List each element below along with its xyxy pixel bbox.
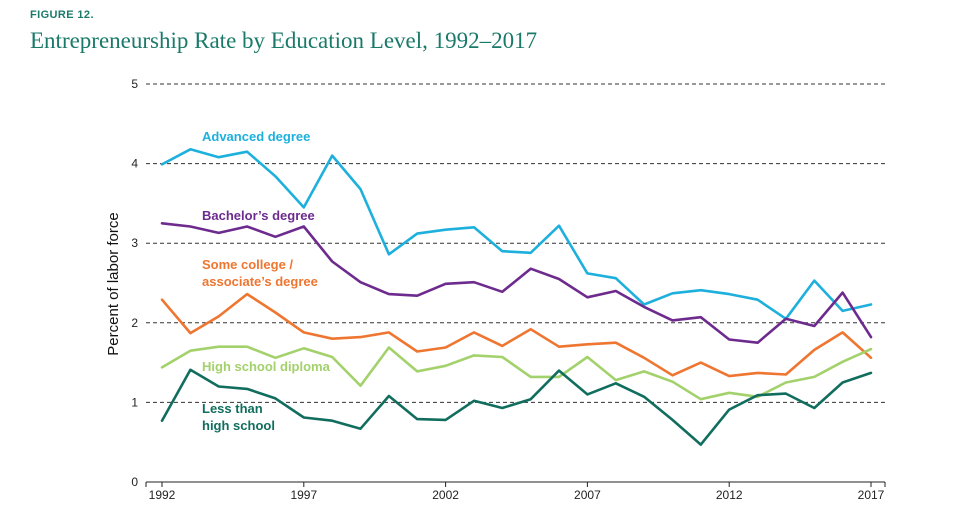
x-tick-label: 2002: [432, 488, 459, 502]
y-tick-label: 1: [131, 395, 138, 409]
y-tick-label: 2: [131, 316, 138, 330]
y-tick-label: 4: [131, 157, 138, 171]
x-tick-label: 2007: [574, 488, 601, 502]
series-label: Advanced degree: [202, 129, 310, 144]
axes: [145, 481, 886, 487]
y-tick-labels: 0 1 2 3 4 5: [131, 77, 138, 489]
x-tick-label: 2012: [716, 488, 743, 502]
y-tick-label: 0: [131, 475, 138, 489]
series-label: Some college /: [202, 257, 293, 272]
x-tick-label: 1992: [149, 488, 176, 502]
figure-label: FIGURE 12.: [30, 9, 94, 21]
x-tick-label: 2017: [858, 488, 885, 502]
series-label: Bachelor’s degree: [202, 208, 315, 223]
series-line: [160, 148, 873, 321]
series-line: [160, 368, 873, 446]
series-label: Less than: [202, 401, 263, 416]
x-tick-label: 1997: [290, 488, 317, 502]
y-axis-label: Percent of labor force: [105, 212, 122, 355]
x-tick-labels: 1992 1997 2002 2007 2012 2017: [149, 488, 885, 502]
series-lines: [160, 148, 873, 446]
series-line: [160, 345, 873, 401]
series-label: High school diploma: [202, 359, 331, 374]
series-label: associate’s degree: [202, 274, 318, 289]
series-label: high school: [202, 418, 275, 433]
series-labels: Advanced degree Bachelor’s degree Some col…: [202, 129, 331, 433]
series-line: [160, 292, 873, 378]
y-tick-label: 3: [131, 236, 138, 250]
series-line: [160, 222, 873, 345]
y-tick-label: 5: [131, 77, 138, 91]
chart-title: Entrepreneurship Rate by Education Level…: [30, 28, 538, 53]
